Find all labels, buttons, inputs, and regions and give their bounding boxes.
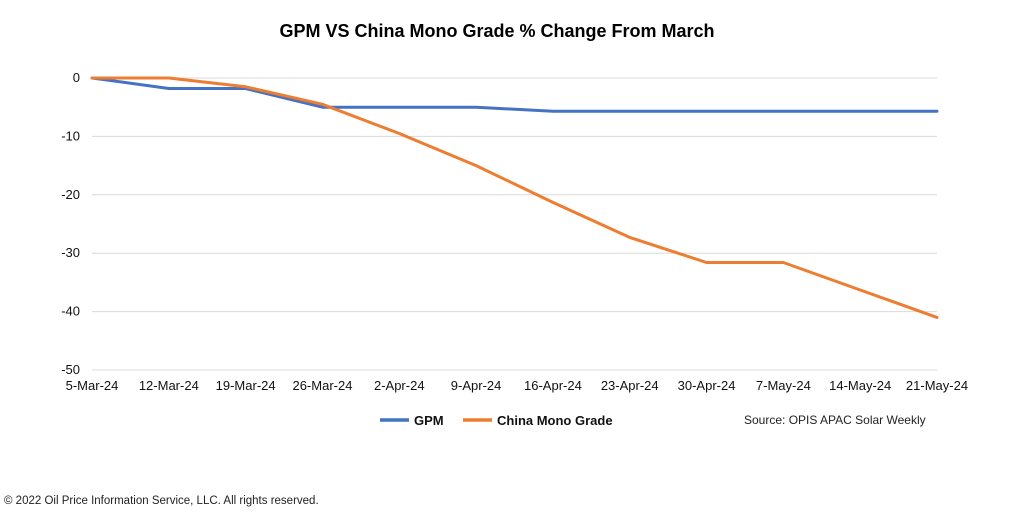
copyright-notice: © 2022 Oil Price Information Service, LL… xyxy=(4,495,319,507)
data-point xyxy=(859,110,861,113)
x-tick-label: 9-Apr-24 xyxy=(451,378,502,393)
data-point xyxy=(705,110,708,113)
data-point xyxy=(782,261,785,264)
data-point xyxy=(936,110,938,113)
series-lines xyxy=(90,76,939,319)
line-chart: GPM VS China Mono Grade % Change From Ma… xyxy=(61,21,968,428)
data-point xyxy=(168,77,170,79)
x-tick-label: 21-May-24 xyxy=(906,378,968,393)
legend-label: China Mono Grade xyxy=(497,413,613,428)
x-axis-ticks: 5-Mar-24 12-Mar-24 19-Mar-24 26-Mar-24 2-Apr… xyxy=(66,378,968,393)
data-point xyxy=(475,164,477,167)
data-point xyxy=(475,106,477,108)
x-tick-label: 2-Apr-24 xyxy=(374,378,425,393)
y-tick-label: -10 xyxy=(61,128,80,143)
x-tick-label: 19-Mar-24 xyxy=(216,378,276,393)
series-line-1 xyxy=(90,76,939,319)
x-tick-label: 16-Apr-24 xyxy=(524,378,582,393)
y-tick-label: -40 xyxy=(61,304,80,319)
gridlines xyxy=(92,77,937,371)
data-point xyxy=(398,132,401,135)
data-point xyxy=(321,106,324,108)
data-point xyxy=(321,103,324,106)
chart-title: GPM VS China Mono Grade % Change From Ma… xyxy=(279,21,714,41)
data-point xyxy=(628,236,631,239)
data-point xyxy=(398,106,401,108)
y-axis-ticks: 0 -10 -20 -30 -40 -50 xyxy=(61,70,80,377)
x-tick-label: 5-Mar-24 xyxy=(66,378,119,393)
data-point xyxy=(936,316,938,319)
data-point xyxy=(244,85,247,88)
data-point xyxy=(782,110,785,113)
legend-label: GPM xyxy=(414,413,444,428)
data-point xyxy=(628,110,631,113)
data-point xyxy=(859,289,861,291)
x-tick-label: 26-Mar-24 xyxy=(292,378,352,393)
y-tick-label: 0 xyxy=(73,70,80,85)
x-tick-label: 14-May-24 xyxy=(829,378,891,393)
x-tick-label: 7-May-24 xyxy=(756,378,811,393)
data-point xyxy=(168,87,170,90)
x-tick-label: 12-Mar-24 xyxy=(139,378,199,393)
data-point xyxy=(91,77,93,79)
legend: GPM China Mono Grade xyxy=(380,413,613,428)
data-point xyxy=(705,261,708,264)
y-tick-label: -50 xyxy=(61,362,80,377)
source-note: Source: OPIS APAC Solar Weekly xyxy=(744,413,926,427)
x-tick-label: 23-Apr-24 xyxy=(601,378,659,393)
data-point xyxy=(552,110,554,113)
series-line-0 xyxy=(90,76,939,113)
y-tick-label: -30 xyxy=(61,245,80,260)
data-point xyxy=(552,201,554,204)
y-tick-label: -20 xyxy=(61,187,80,202)
x-tick-label: 30-Apr-24 xyxy=(678,378,736,393)
